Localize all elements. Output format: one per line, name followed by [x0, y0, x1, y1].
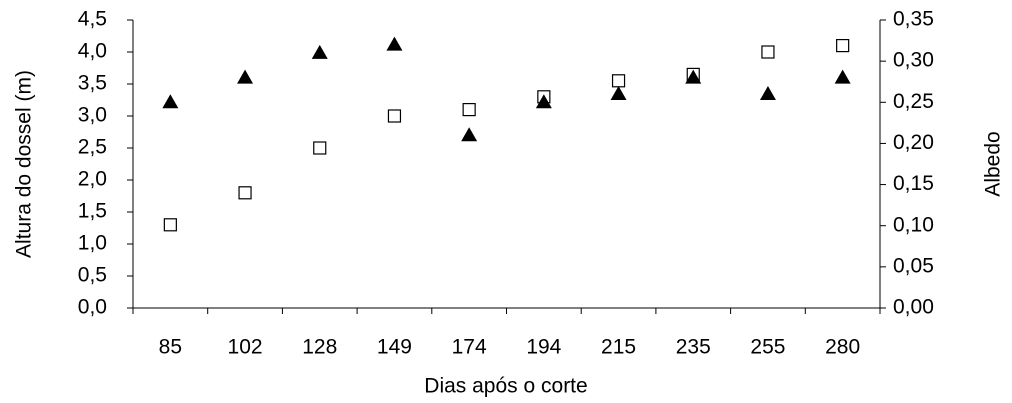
square-marker	[836, 38, 850, 53]
y2-tick-label: 0,30	[893, 49, 934, 72]
y2-axis-label: Albedo	[982, 131, 1005, 196]
y-tick-label: 3,0	[78, 104, 107, 127]
triangle-marker	[535, 94, 552, 109]
square-marker	[462, 102, 476, 117]
square-marker	[761, 45, 775, 59]
square-marker	[163, 218, 177, 232]
y-tick-label: 2,5	[78, 136, 107, 159]
x-tick-label: 235	[676, 336, 711, 359]
x-tick-label: 215	[601, 336, 636, 359]
x-tick-label: 174	[452, 336, 487, 359]
x-tick-label: 128	[302, 336, 337, 359]
triangle-marker	[759, 86, 776, 101]
y-tick-label: 0,0	[78, 296, 107, 319]
y-axis-label: Altura do dossel (m)	[13, 70, 36, 258]
y2-tick-label: 0,20	[893, 131, 934, 154]
x-tick-label: 280	[825, 336, 860, 359]
y2-tick-label: 0,10	[893, 213, 934, 236]
triangle-marker	[311, 44, 328, 59]
y2-tick-label: 0,25	[893, 90, 934, 113]
triangle-marker	[834, 69, 851, 84]
y2-tick-label: 0,00	[893, 296, 934, 319]
triangle-marker	[386, 36, 403, 51]
square-marker	[238, 186, 252, 200]
y-tick-label: 2,0	[78, 168, 107, 191]
x-tick-label: 102	[228, 336, 263, 359]
x-tick-label: 149	[377, 336, 412, 359]
triangle-marker	[610, 86, 627, 101]
triangle-marker	[461, 127, 478, 142]
x-tick-label: 194	[526, 336, 561, 359]
y2-tick-label: 0,05	[893, 254, 934, 277]
y-tick-label: 1,0	[78, 232, 107, 255]
y-tick-label: 0,5	[78, 264, 107, 287]
square-marker	[611, 74, 626, 88]
triangle-marker	[237, 69, 254, 84]
y-tick-label: 4,5	[78, 8, 107, 31]
square-marker	[313, 141, 327, 155]
triangle-marker	[685, 69, 702, 84]
y2-tick-label: 0,15	[893, 172, 934, 195]
y-tick-label: 4,0	[78, 40, 107, 63]
y2-tick-label: 0,35	[893, 8, 934, 31]
x-axis-label: Dias após o corte	[424, 375, 587, 398]
triangle-marker	[162, 94, 179, 109]
y-tick-label: 3,5	[78, 72, 107, 95]
y-tick-label: 1,5	[78, 200, 107, 223]
x-tick-label: 85	[159, 336, 182, 359]
x-tick-label: 255	[750, 336, 785, 359]
square-marker	[387, 109, 402, 123]
